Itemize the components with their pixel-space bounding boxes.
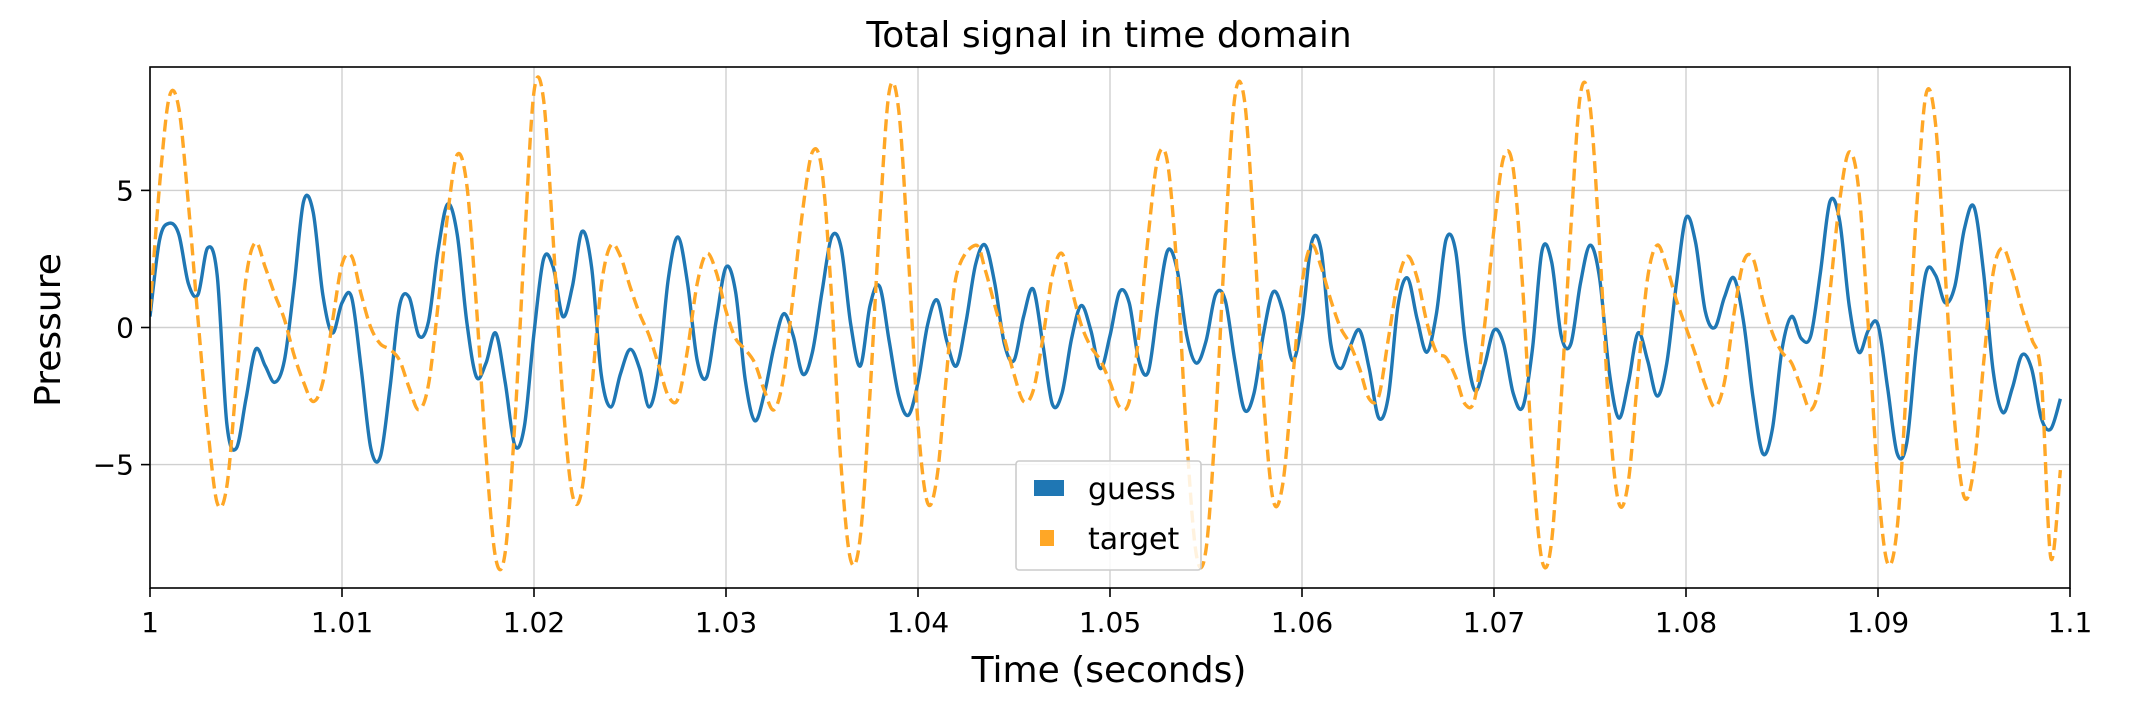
series-line-guess (150, 193, 2063, 464)
legend: guess target (1015, 460, 1202, 571)
legend-label-guess: guess (1088, 472, 1176, 507)
x-tick-label: 1.09 (1847, 606, 1909, 639)
x-axis-ticks: 1 1.01 1.02 1.03 1.04 1.05 1.06 1.07 1.08 1.09 1.1 (141, 588, 2092, 639)
x-tick-label: 1 (141, 606, 159, 639)
y-tick-label: −5 (93, 449, 134, 482)
x-tick-label: 1.07 (1463, 606, 1525, 639)
x-tick-label: 1.08 (1655, 606, 1717, 639)
x-tick-label: 1.06 (1271, 606, 1333, 639)
x-axis-title: Time (seconds) (971, 650, 1247, 691)
x-tick-label: 1.05 (1079, 606, 1141, 639)
y-axis-title: Pressure (28, 253, 69, 407)
x-tick-label: 1.03 (695, 606, 757, 639)
chart-title: Total signal in time domain (865, 15, 1351, 56)
y-tick-label: 5 (116, 174, 134, 207)
y-axis-ticks: −5 0 5 (93, 174, 150, 482)
plot-series (150, 75, 2063, 572)
legend-label-target: target (1088, 522, 1179, 557)
y-tick-label: 0 (116, 312, 134, 345)
x-tick-label: 1.01 (311, 606, 373, 639)
x-tick-label: 1.1 (2048, 606, 2093, 639)
series-line-target (150, 75, 2063, 572)
x-tick-label: 1.04 (887, 606, 949, 639)
legend-swatch-target (1040, 530, 1054, 546)
x-tick-label: 1.02 (503, 606, 565, 639)
legend-swatch-guess (1034, 480, 1064, 496)
